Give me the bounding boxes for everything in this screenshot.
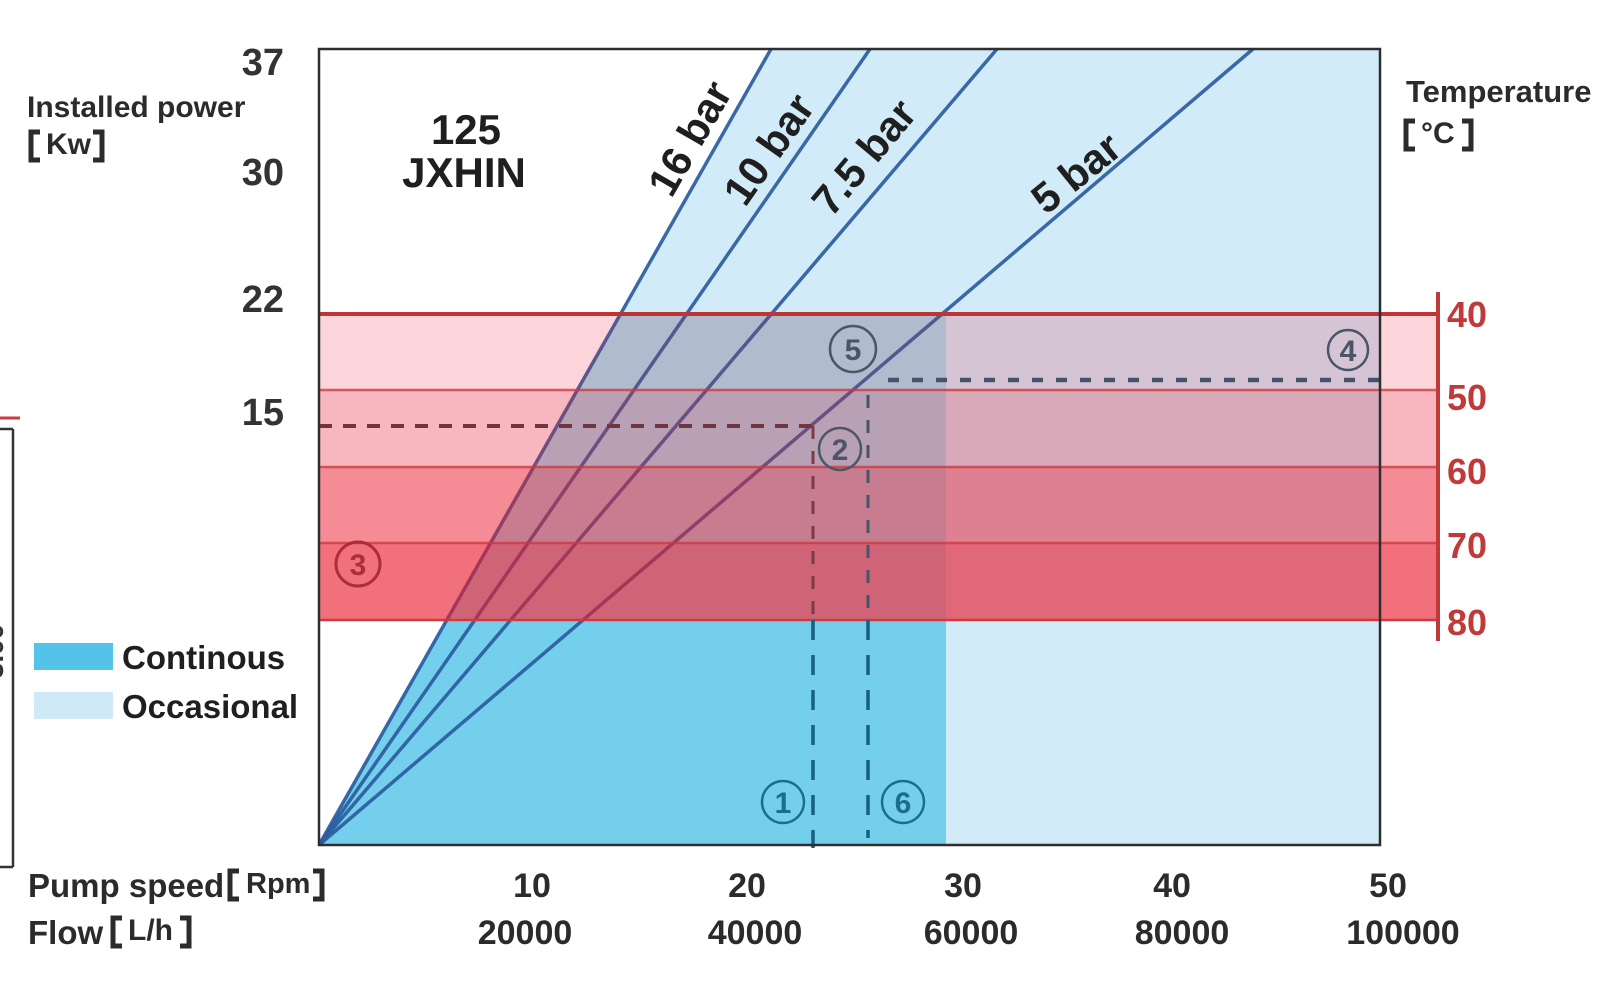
svg-text:Continous: Continous — [122, 639, 285, 676]
svg-text:60: 60 — [1447, 451, 1487, 492]
svg-text:1: 1 — [775, 787, 792, 820]
svg-text:Kw: Kw — [46, 128, 92, 161]
svg-text:3: 3 — [350, 549, 367, 582]
svg-text:Rpm: Rpm — [246, 868, 310, 900]
svg-text:22: 22 — [242, 279, 284, 321]
svg-text:Installed power: Installed power — [27, 91, 246, 124]
svg-text:L/h: L/h — [128, 914, 173, 947]
svg-text:20000: 20000 — [478, 914, 573, 952]
svg-text:40: 40 — [1153, 867, 1191, 905]
svg-text:4: 4 — [1340, 335, 1357, 368]
svg-text:50: 50 — [1369, 867, 1407, 905]
svg-text:10: 10 — [513, 867, 551, 905]
svg-text:100000: 100000 — [1346, 914, 1459, 952]
svg-text:5: 5 — [845, 334, 862, 367]
svg-text:20: 20 — [728, 867, 766, 905]
svg-text:15: 15 — [242, 392, 284, 434]
svg-text:80000: 80000 — [1135, 914, 1230, 952]
svg-text:Temperature: Temperature — [1406, 74, 1592, 109]
svg-text:Flow: Flow — [28, 914, 103, 951]
svg-text:Occasional: Occasional — [122, 688, 298, 725]
svg-text:50: 50 — [1447, 377, 1487, 418]
svg-text:37: 37 — [242, 42, 284, 84]
svg-text:6: 6 — [895, 787, 912, 820]
svg-text:2: 2 — [832, 434, 849, 467]
svg-text:30: 30 — [242, 152, 284, 194]
svg-text:Pump speed: Pump speed — [28, 867, 224, 904]
svg-text:80: 80 — [1447, 602, 1487, 643]
svg-text:°C: °C — [1421, 117, 1455, 150]
svg-text:40: 40 — [1447, 294, 1487, 335]
svg-text:40000: 40000 — [708, 914, 803, 952]
svg-text:125: 125 — [431, 106, 501, 153]
svg-text:3.00: 3.00 — [0, 624, 9, 679]
svg-text:JXHIN: JXHIN — [402, 149, 526, 196]
svg-text:70: 70 — [1447, 525, 1487, 566]
svg-text:60000: 60000 — [924, 914, 1019, 952]
svg-text:30: 30 — [944, 867, 982, 905]
